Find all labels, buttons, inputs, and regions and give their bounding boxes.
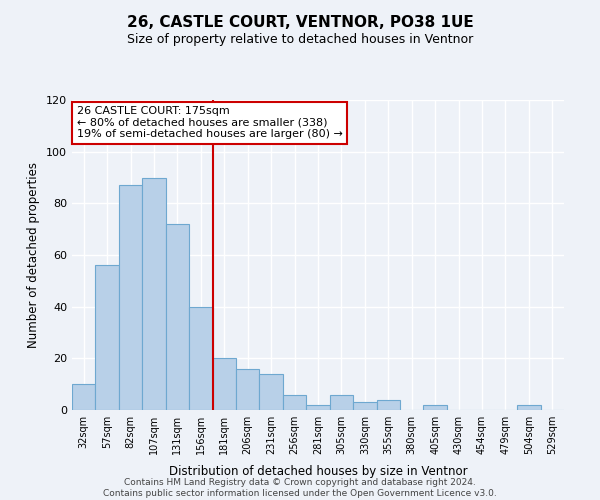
Bar	[142, 178, 166, 410]
X-axis label: Distribution of detached houses by size in Ventnor: Distribution of detached houses by size …	[169, 466, 467, 478]
Bar	[166, 224, 189, 410]
Bar	[72, 384, 95, 410]
Text: 26 CASTLE COURT: 175sqm
← 80% of detached houses are smaller (338)
19% of semi-d: 26 CASTLE COURT: 175sqm ← 80% of detache…	[77, 106, 343, 140]
Bar	[353, 402, 377, 410]
Bar	[377, 400, 400, 410]
Bar	[259, 374, 283, 410]
Y-axis label: Number of detached properties: Number of detached properties	[28, 162, 40, 348]
Text: 26, CASTLE COURT, VENTNOR, PO38 1UE: 26, CASTLE COURT, VENTNOR, PO38 1UE	[127, 15, 473, 30]
Bar	[119, 185, 142, 410]
Bar	[306, 405, 330, 410]
Bar	[283, 394, 306, 410]
Bar	[424, 405, 447, 410]
Bar	[236, 368, 259, 410]
Bar	[95, 266, 119, 410]
Bar	[517, 405, 541, 410]
Text: Contains HM Land Registry data © Crown copyright and database right 2024.
Contai: Contains HM Land Registry data © Crown c…	[103, 478, 497, 498]
Bar	[189, 306, 212, 410]
Bar	[212, 358, 236, 410]
Text: Size of property relative to detached houses in Ventnor: Size of property relative to detached ho…	[127, 32, 473, 46]
Bar	[330, 394, 353, 410]
